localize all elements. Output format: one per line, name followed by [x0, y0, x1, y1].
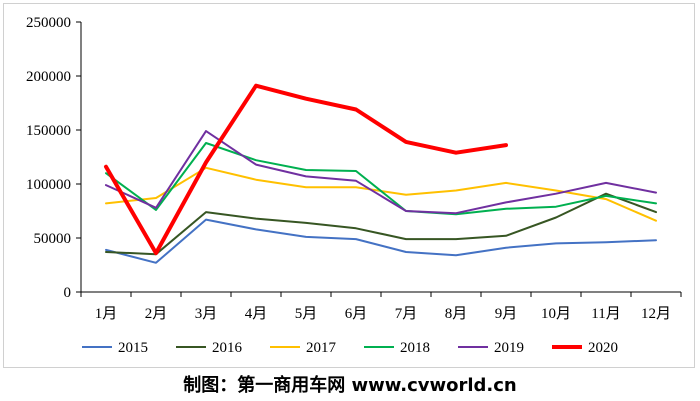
y-tick-label: 0 [64, 285, 72, 301]
chart-frame: 0 50000 100000 150000 200000 250000 1月 2月 3月 4月 5… [3, 3, 695, 368]
line-chart: 0 50000 100000 150000 200000 250000 1月 2月 3月 4月 5… [26, 15, 682, 356]
series-line-2020 [104, 83, 508, 256]
series-line-2016 [105, 192, 657, 256]
x-tick-label: 5月 [295, 306, 318, 322]
x-tick-label: 1月 [95, 306, 118, 322]
legend: 2015 2016 2017 2018 2019 2020 [82, 340, 618, 356]
x-axis: 1月 2月 3月 4月 5月 6月 7月 8月 9月 10月 11月 12月 [80, 291, 682, 322]
legend-label-2015: 2015 [118, 340, 148, 356]
y-tick-label: 100000 [26, 177, 71, 193]
image-caption: 制图：第一商用车网 www.cvworld.cn [183, 375, 517, 396]
series-lines [104, 83, 657, 264]
x-tick-label: 3月 [195, 306, 218, 322]
y-tick-label: 150000 [26, 123, 71, 139]
x-tick-label: 12月 [641, 306, 671, 322]
legend-label-2020: 2020 [588, 340, 618, 356]
x-tick-label: 2月 [145, 306, 168, 322]
x-tick-label: 10月 [541, 306, 571, 322]
series-line-2019 [105, 130, 657, 215]
legend-label-2016: 2016 [212, 340, 243, 356]
x-tick-label: 9月 [495, 306, 518, 322]
series-line-2015 [105, 218, 657, 264]
y-axis: 0 50000 100000 150000 200000 250000 [26, 15, 82, 301]
x-tick-label: 4月 [245, 306, 268, 322]
x-tick-label: 11月 [591, 306, 620, 322]
x-tick-label: 6月 [345, 306, 368, 322]
x-tick-label: 8月 [445, 306, 468, 322]
legend-label-2017: 2017 [306, 340, 337, 356]
series-line-2018 [105, 142, 657, 216]
y-tick-label: 50000 [34, 231, 72, 247]
legend-label-2018: 2018 [400, 340, 430, 356]
y-tick-label: 200000 [26, 69, 71, 85]
y-tick-label: 250000 [26, 15, 71, 31]
x-tick-label: 7月 [395, 306, 418, 322]
legend-label-2019: 2019 [494, 340, 524, 356]
